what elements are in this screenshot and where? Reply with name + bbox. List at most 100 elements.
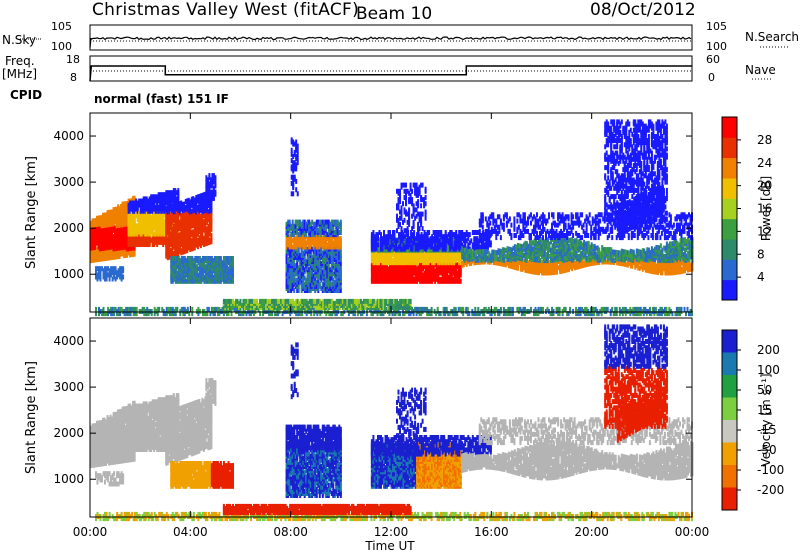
power-cell: [295, 143, 298, 149]
power-cell: [322, 298, 325, 304]
power-cell: [306, 286, 309, 291]
power-cell: [196, 225, 199, 231]
power-cell: [203, 260, 206, 266]
power-cell: [674, 311, 677, 317]
power-cell: [106, 222, 109, 228]
power-cell: [327, 227, 330, 233]
power-cell: [321, 281, 324, 287]
power-cell: [235, 298, 237, 304]
power-cell: [312, 257, 315, 262]
power-cell: [174, 231, 177, 237]
power-cell: [226, 276, 228, 282]
power-cell: [198, 198, 201, 203]
power-cell: [142, 233, 145, 239]
power-cell: [204, 278, 207, 284]
power-cell: [511, 306, 514, 312]
power-cell: [207, 217, 210, 223]
power-cell: [213, 306, 216, 312]
power-cell: [142, 217, 145, 223]
power-cell: [210, 206, 213, 212]
power-cell: [180, 229, 183, 235]
power-cell: [122, 274, 125, 280]
power-cell: [654, 306, 657, 312]
power-cell: [182, 256, 185, 261]
power-cell: [169, 247, 172, 253]
power-cell: [200, 274, 203, 280]
power-cell: [205, 183, 208, 189]
power-cell: [679, 311, 681, 317]
power-cell: [95, 270, 97, 276]
power-cell: [323, 250, 326, 256]
power-cell: [330, 223, 333, 229]
power-cell: [277, 298, 280, 304]
power-cell: [172, 251, 175, 256]
power-cell: [332, 300, 335, 306]
power-cell: [585, 311, 588, 317]
power-cell: [204, 239, 207, 245]
power-cell: [288, 252, 291, 258]
power-cell: [384, 270, 387, 276]
power-cell: [484, 306, 487, 312]
power-cell: [132, 195, 135, 201]
power-cell: [387, 251, 390, 257]
power-cell: [154, 198, 157, 204]
power-cell: [196, 238, 199, 243]
power-cell: [130, 235, 133, 241]
power-cell: [160, 231, 163, 237]
power-cell: [230, 266, 233, 272]
power-cell: [190, 209, 193, 215]
power-cell: [186, 268, 189, 274]
power-cell: [612, 311, 615, 317]
power-cell: [186, 256, 189, 261]
power-cell: [389, 260, 391, 266]
power-cell: [290, 158, 293, 164]
power-cell: [117, 250, 120, 255]
power-cell: [290, 232, 293, 238]
power-cell: [199, 193, 202, 199]
power-cell: [285, 221, 288, 227]
power-cell: [108, 276, 111, 282]
power-cell: [332, 240, 335, 246]
power-cell: [123, 201, 126, 207]
power-cell: [129, 223, 132, 229]
power-cell: [163, 192, 166, 198]
power-cell: [516, 306, 519, 312]
power-cell: [285, 271, 288, 277]
power-cell: [206, 256, 209, 261]
power-cell: [114, 206, 117, 212]
power-cell: [302, 234, 305, 240]
power-cell: [324, 271, 327, 277]
power-cell: [335, 277, 338, 283]
power-cell: [172, 242, 175, 248]
power-cell: [110, 311, 113, 317]
power-cell: [283, 298, 286, 304]
power-cell: [106, 210, 109, 216]
power-cell: [120, 306, 123, 312]
power-cell: [615, 306, 618, 312]
power-cell: [311, 246, 314, 252]
power-cell: [154, 215, 157, 220]
power-cell: [320, 273, 323, 279]
power-cell: [189, 256, 192, 261]
power-cell: [281, 305, 284, 311]
power-cell: [253, 298, 255, 304]
power-cell: [691, 311, 693, 317]
power-cell: [105, 266, 108, 272]
power-cell: [392, 251, 394, 257]
power-cell: [309, 236, 312, 242]
power-cell: [171, 190, 174, 196]
power-cell: [115, 206, 118, 212]
power-cell: [153, 215, 156, 220]
power-cell: [325, 311, 328, 317]
power-cell: [197, 266, 200, 272]
power-cell: [651, 306, 654, 312]
power-cell: [211, 189, 214, 195]
power-cell: [192, 208, 195, 214]
power-cell: [109, 209, 112, 215]
freq-series-line: [89, 65, 692, 82]
power-cell: [201, 232, 204, 238]
power-cell: [202, 242, 205, 247]
power-cell: [293, 242, 296, 248]
power-cell: [192, 241, 195, 247]
power-cell: [226, 256, 228, 261]
